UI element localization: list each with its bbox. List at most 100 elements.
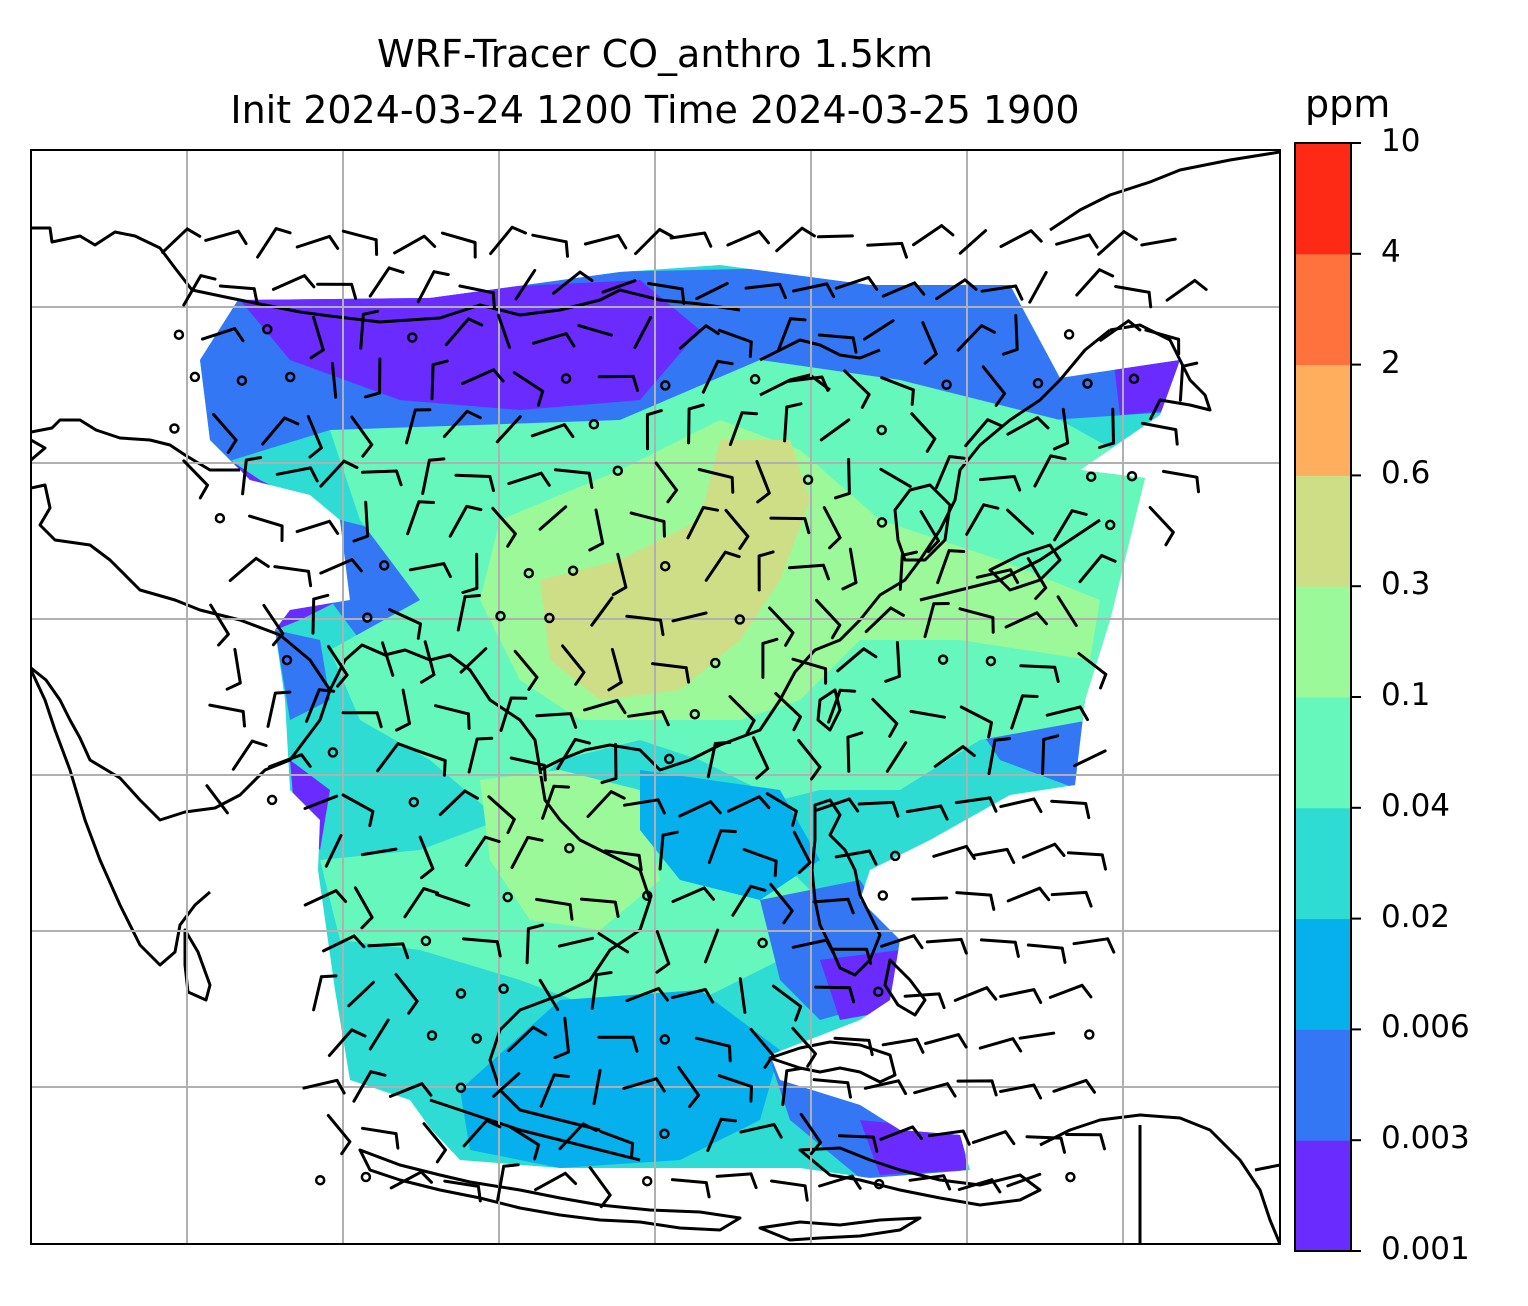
wind-barb — [552, 270, 594, 295]
calm-wind-marker — [420, 935, 432, 947]
calm-wind-marker — [612, 465, 624, 476]
wind-barb — [761, 637, 779, 679]
wind-barb — [539, 1073, 571, 1108]
colorbar-tick-label: 0.006 — [1381, 1009, 1470, 1046]
wind-barb — [695, 282, 729, 301]
wind-barb — [783, 402, 803, 443]
wind-barb — [881, 1037, 925, 1054]
wind-barb — [819, 418, 851, 442]
calm-wind-marker — [889, 850, 901, 862]
wind-barb — [724, 508, 750, 550]
wind-barb — [633, 316, 653, 350]
wind-barb — [420, 640, 436, 684]
wind-barb — [538, 978, 560, 1011]
wind-barb — [458, 284, 496, 309]
wind-barb — [687, 403, 705, 445]
calm-wind-marker — [876, 424, 887, 436]
calm-wind-marker — [1032, 378, 1044, 389]
colorbar-tick-label: 0.6 — [1381, 455, 1431, 492]
wind-barb — [1025, 1135, 1066, 1154]
wind-barb — [879, 467, 912, 488]
wind-barb — [588, 1166, 612, 1209]
wind-barb — [491, 506, 517, 548]
colorbar-tick-label: 2 — [1381, 344, 1401, 381]
wind-barb — [928, 1129, 971, 1146]
wind-barb — [309, 315, 325, 360]
wind-barb — [791, 938, 835, 955]
calm-wind-marker — [985, 655, 997, 667]
wind-barb — [510, 835, 544, 869]
colorbar-segment — [1295, 475, 1351, 587]
wind-barb — [769, 882, 794, 925]
wind-barb — [268, 753, 312, 769]
wind-barb — [395, 688, 411, 732]
wind-barb — [361, 469, 403, 487]
wind-barb — [775, 226, 816, 253]
wind-barb — [541, 784, 570, 820]
colorbar-segment — [1295, 143, 1351, 255]
wind-barb — [341, 711, 383, 729]
wind-barb — [514, 268, 537, 301]
wind-barb — [231, 739, 268, 771]
wind-barb — [739, 1123, 783, 1139]
calm-wind-marker — [281, 654, 293, 666]
wind-barb — [161, 227, 202, 254]
wind-barb — [368, 1018, 390, 1051]
wind-barb — [686, 506, 720, 540]
wind-barb — [393, 234, 437, 255]
wind-barb — [509, 756, 547, 782]
wind-barb — [359, 309, 380, 350]
wind-barb — [341, 793, 375, 828]
wind-barb — [834, 275, 879, 291]
wind-barb — [588, 508, 605, 552]
wind-barb — [936, 549, 966, 585]
wind-barb — [462, 1119, 502, 1148]
wind-barb — [262, 603, 285, 647]
wind-barb — [327, 1028, 367, 1057]
wind-barb — [1041, 734, 1060, 775]
wind-barb — [1055, 233, 1099, 249]
wind-barb — [438, 789, 479, 816]
wind-barb — [884, 641, 901, 683]
wind-barb — [600, 742, 618, 785]
wind-barb — [871, 697, 899, 738]
wind-barb — [622, 1077, 666, 1093]
wind-barb — [770, 1179, 809, 1202]
wind-barb — [204, 229, 248, 246]
calm-wind-marker — [564, 843, 575, 854]
wind-barb — [538, 505, 568, 531]
calm-wind-marker — [659, 1128, 670, 1140]
wind-barb — [765, 792, 798, 827]
colorbar-segment — [1295, 1140, 1351, 1252]
wind-barb — [592, 1068, 602, 1106]
wind-barb — [394, 973, 419, 1015]
wind-barb — [461, 368, 505, 385]
wind-barb — [1006, 416, 1050, 436]
wind-barb — [694, 1036, 732, 1063]
colorbar-frame — [1294, 142, 1352, 1252]
wind-barb — [440, 231, 477, 259]
wind-barb — [744, 282, 787, 300]
wind-barb — [561, 644, 586, 686]
wind-barb — [256, 227, 292, 259]
wind-barb — [999, 1083, 1043, 1100]
wind-barb — [513, 649, 539, 691]
calm-wind-marker — [873, 986, 884, 997]
wind-barb — [864, 606, 905, 634]
colorbar-segment — [1295, 253, 1351, 366]
wind-barb — [975, 568, 1020, 584]
calm-wind-marker — [734, 614, 746, 625]
wind-barb — [704, 928, 720, 964]
calm-wind-marker — [173, 329, 185, 340]
wind-barb — [1140, 421, 1179, 446]
calm-wind-marker — [408, 796, 420, 808]
calm-wind-marker — [1126, 470, 1138, 482]
wind-barb — [958, 229, 988, 255]
calm-wind-marker — [659, 560, 671, 572]
wind-barb — [834, 849, 878, 866]
wind-barb — [531, 233, 569, 258]
wind-barb — [999, 797, 1043, 814]
wind-barb — [935, 278, 978, 301]
calm-wind-marker — [749, 374, 761, 385]
calm-wind-marker — [262, 324, 273, 335]
